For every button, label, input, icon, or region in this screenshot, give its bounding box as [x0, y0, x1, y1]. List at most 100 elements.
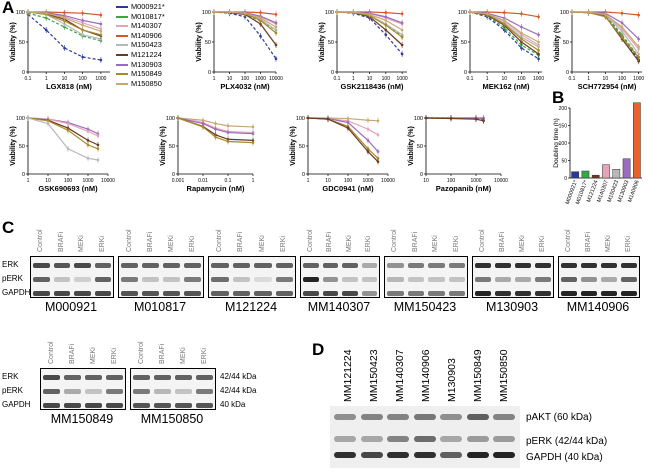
y-axis-label: Viability (%) [290, 126, 297, 166]
y-tick-label: 50 [561, 159, 567, 165]
kda-label: 42/44 kDa [220, 372, 257, 381]
blot-mm150423: Control BRAFi MEKi ERKi MM150423 [384, 228, 468, 318]
x-tick-label: 1 [27, 178, 30, 184]
lane-label: Control [565, 229, 572, 252]
x-tick-label: 1000 [95, 76, 106, 82]
data-point [81, 23, 84, 27]
x-tick-label: 10000 [494, 178, 508, 184]
data-point [81, 28, 84, 32]
y-tick-label: 100 [559, 141, 568, 147]
chart-gdc0941-nm: 0 50 100 1 10 100 1000 10000 GDC0941 (nM) Viabili… [290, 115, 395, 193]
band [515, 277, 531, 282]
x-tick-label: 100 [618, 76, 627, 82]
legend-label: M150423 [131, 40, 162, 50]
legend-item: M150850 [116, 79, 162, 88]
data-point [96, 158, 100, 162]
y-tick-label: 50 [461, 40, 467, 46]
legend-swatch [116, 15, 128, 18]
lane-label: ERKi [365, 236, 373, 252]
x-tick-label: 10 [423, 178, 429, 184]
data-point [366, 150, 370, 153]
y-tick-label: 50 [299, 144, 305, 150]
bar-m140307 [602, 164, 610, 179]
data-point [520, 12, 523, 16]
chart-rapamycin-nm: 0 50 100 0.001 0.01 0.1 1 Rapamycin (nM) Viabili… [160, 115, 255, 193]
lane-label: M130903 [446, 358, 458, 402]
x-tick-label: 1000 [633, 76, 644, 82]
lane-label: MM150423 [368, 349, 380, 402]
band [303, 291, 319, 296]
band [413, 452, 436, 458]
legend-label: M140906 [131, 30, 162, 40]
band [601, 263, 617, 268]
x-axis-label: Rapamycin (nM) [187, 184, 245, 193]
data-point [637, 37, 640, 41]
bar-m010817 [581, 170, 590, 179]
y-tick-label: 0 [22, 70, 25, 76]
data-point [44, 28, 48, 32]
band [535, 277, 551, 282]
data-point [226, 140, 230, 143]
x-tick-label: 0.1 [467, 76, 474, 82]
legend-label: M140307 [131, 21, 162, 31]
band [581, 291, 597, 296]
band [211, 277, 229, 282]
data-point [86, 157, 90, 160]
data-point [537, 33, 540, 37]
data-point [537, 52, 540, 56]
lane-label: BRAFi [68, 343, 76, 364]
data-point [400, 35, 404, 39]
band [413, 414, 436, 420]
data-point [274, 57, 278, 61]
data-point [66, 122, 70, 125]
band [621, 263, 637, 268]
data-point [214, 127, 217, 131]
band [53, 291, 70, 296]
band [43, 403, 60, 408]
band [428, 277, 445, 282]
data-point [376, 157, 380, 160]
row-label: pERK [2, 386, 23, 395]
data-point [26, 116, 30, 120]
x-tick-label: 0.1 [334, 76, 341, 82]
band [133, 375, 150, 380]
blot-membrane [130, 368, 216, 410]
data-point [228, 10, 231, 14]
data-point [46, 122, 50, 125]
legend-label: M000921* [131, 2, 165, 11]
legend-item: M010817* [116, 12, 165, 21]
band [121, 291, 138, 296]
band [601, 291, 617, 296]
x-tick-label: 10000 [381, 178, 395, 184]
band [361, 291, 377, 296]
data-point [259, 16, 262, 20]
data-point [502, 11, 506, 14]
lane-label: BRAFi [585, 231, 592, 252]
y-tick-label: 100 [414, 116, 423, 122]
x-axis-label: SCH772954 (nM) [578, 82, 637, 91]
x-axis-label: LGX818 (nM) [46, 82, 92, 91]
data-point [366, 139, 370, 142]
lane-label: MM150850 [498, 349, 510, 402]
data-point [96, 143, 100, 147]
blot-group-label: M130903 [485, 300, 539, 314]
data-point [99, 29, 103, 33]
blot-group-label: MM150850 [140, 412, 204, 426]
x-tick-label: 0.1 [569, 76, 576, 82]
band [515, 263, 531, 268]
lane-label: Control [47, 341, 55, 364]
band [43, 389, 60, 394]
data-point [214, 135, 217, 139]
band [493, 414, 515, 420]
data-point [520, 37, 523, 41]
legend-item: M121224 [116, 50, 162, 59]
data-point [99, 58, 103, 62]
band [466, 414, 489, 420]
y-tick-label: 150 [559, 124, 568, 130]
data-point [384, 28, 388, 32]
series-line [469, 11, 539, 60]
data-point [400, 52, 404, 56]
